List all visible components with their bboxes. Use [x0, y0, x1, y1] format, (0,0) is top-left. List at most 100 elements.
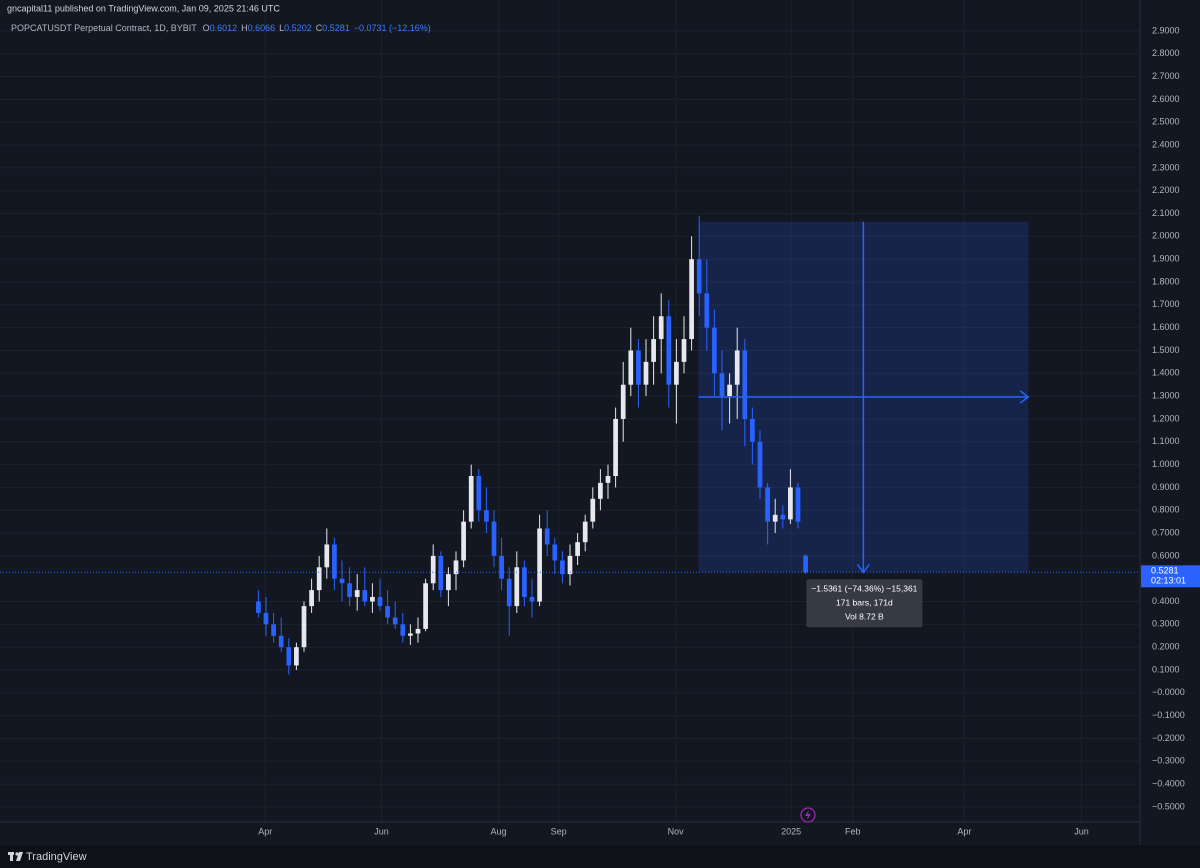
- candle-body: [370, 596, 375, 602]
- candle-body: [544, 528, 550, 545]
- legend-value: 0.6066: [248, 23, 276, 33]
- y-tick-label: 1.5000: [1152, 345, 1180, 355]
- candle-body: [658, 316, 664, 340]
- y-tick-label: 1.2000: [1152, 413, 1180, 423]
- y-tick-label: 1.4000: [1152, 368, 1180, 378]
- candle-body: [309, 590, 314, 607]
- candle-body: [461, 521, 466, 561]
- replay-icon[interactable]: [800, 807, 816, 823]
- y-tick-label: 1.6000: [1152, 322, 1180, 332]
- candle-body: [666, 316, 672, 385]
- logo-part: [16, 852, 23, 861]
- legend-value: 0.6012: [210, 23, 238, 33]
- y-tick-label: 1.8000: [1152, 276, 1180, 286]
- logo-part: [10, 852, 13, 861]
- x-tick-label: Jun: [1074, 826, 1089, 836]
- candle-body: [613, 418, 618, 477]
- candle-body: [750, 418, 755, 442]
- candle-body: [537, 528, 542, 602]
- y-tick-label: 2.2000: [1152, 185, 1180, 195]
- candle-body: [636, 350, 641, 385]
- candle-body: [476, 476, 482, 511]
- candle-body: [765, 487, 770, 522]
- candle-body: [514, 567, 520, 607]
- candle-body: [788, 487, 793, 520]
- y-tick-label: −0.4000: [1152, 778, 1185, 788]
- candle-body: [438, 555, 444, 591]
- y-tick-label: 0.8000: [1152, 505, 1180, 515]
- candle-body: [278, 635, 284, 648]
- candle-body: [377, 596, 383, 607]
- x-tick-label: Nov: [668, 826, 685, 836]
- y-tick-label: −0.5000: [1152, 801, 1185, 811]
- candle-body: [294, 647, 299, 666]
- candle-body: [643, 361, 649, 385]
- candle-body: [415, 628, 421, 634]
- y-tick-label: −0.1000: [1152, 710, 1185, 720]
- y-tick-label: 2.4000: [1152, 139, 1180, 149]
- candle-body: [468, 476, 474, 522]
- candle-body: [301, 606, 307, 648]
- y-tick-label: 2.5000: [1152, 117, 1180, 127]
- y-tick-label: 0.4000: [1152, 596, 1180, 606]
- candle-body: [780, 514, 786, 520]
- x-tick-label: Aug: [491, 826, 507, 836]
- candle-body: [499, 555, 504, 579]
- candle-body: [651, 339, 656, 362]
- candle-body: [392, 617, 398, 625]
- icon-bolt: [805, 810, 811, 820]
- candle-body: [681, 339, 687, 362]
- candle-body: [674, 361, 679, 385]
- candle-body: [598, 482, 603, 499]
- candle-body: [567, 555, 573, 575]
- icon-ring: [800, 807, 816, 823]
- candle-body: [332, 544, 337, 579]
- y-tick-label: 2.8000: [1152, 48, 1180, 58]
- y-tick-label: −0.3000: [1152, 756, 1185, 766]
- measure-tooltip-line: Vol 8.72 B: [845, 612, 884, 622]
- y-tick-label: 0.6000: [1152, 550, 1180, 560]
- y-tick-label: −0.0000: [1152, 687, 1185, 697]
- candle-body: [256, 601, 261, 613]
- measure-tooltip-line: −1.5361 (−74.36%) −15,361: [811, 584, 917, 594]
- candle-body: [772, 514, 778, 522]
- legend-value: 0.5202: [284, 23, 312, 33]
- candle-body: [453, 560, 459, 575]
- published-note: gncapital11 published on TradingView.com…: [7, 3, 280, 13]
- measure-tooltip-line: 171 bars, 171d: [836, 598, 893, 608]
- candle-body: [347, 583, 352, 597]
- candle-body: [689, 259, 694, 340]
- candle-body: [385, 606, 390, 618]
- candle-body: [286, 647, 292, 666]
- candle-body: [324, 544, 330, 568]
- candle-body: [354, 590, 360, 597]
- last-price-label: 0.5281: [1151, 566, 1179, 576]
- candle-body: [522, 567, 527, 597]
- countdown-label: 02:13:01: [1151, 576, 1186, 586]
- y-tick-label: 2.3000: [1152, 162, 1180, 172]
- candle-body: [271, 624, 276, 636]
- x-tick-label: Apr: [258, 826, 272, 836]
- legend-key: C: [316, 23, 323, 33]
- candle-body: [719, 373, 725, 397]
- y-tick-label: 2.0000: [1152, 231, 1180, 241]
- y-tick-label: 0.2000: [1152, 642, 1180, 652]
- candle-body: [400, 624, 406, 636]
- x-tick-label: Apr: [957, 826, 971, 836]
- legend-change: −0.0731 (−12.16%): [354, 23, 431, 33]
- candle-body: [423, 583, 428, 629]
- candle-body: [742, 350, 748, 419]
- candle-body: [446, 574, 451, 591]
- symbol-legend: POPCATUSDT Perpetual Contract, 1D, BYBIT…: [11, 23, 431, 33]
- axes: 2.9000 2.8000 2.7000 2.6000 2.5000 2.4000 2.30…: [0, 0, 1200, 845]
- x-tick-label: Jun: [374, 826, 389, 836]
- logo-part: [15, 852, 19, 856]
- legend-key: H: [241, 23, 248, 33]
- legend-value: 0.5281: [322, 23, 350, 33]
- candle-body: [430, 555, 436, 584]
- y-tick-label: 2.7000: [1152, 71, 1180, 81]
- candle-body: [339, 578, 345, 584]
- y-tick-label: 0.7000: [1152, 527, 1180, 537]
